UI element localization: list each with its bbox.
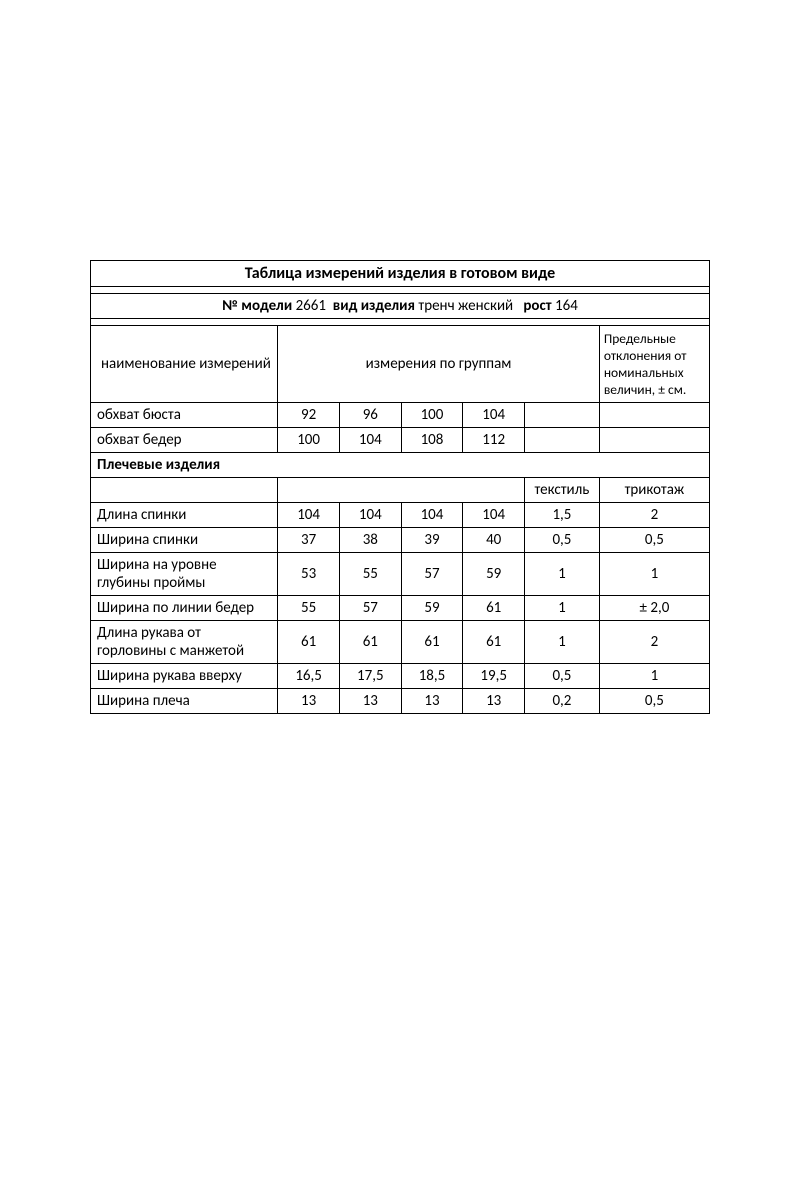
cell: 13	[278, 689, 340, 714]
table-row: Ширина по линии бедер 55 57 59 61 1 ± 2,…	[91, 596, 710, 621]
cell: 61	[278, 621, 340, 664]
cell: 100	[278, 428, 340, 453]
table-row: обхват бедер 100 104 108 112	[91, 428, 710, 453]
subheader-knit: трикотаж	[599, 478, 709, 503]
cell: 1	[525, 621, 600, 664]
cell: 18,5	[401, 664, 463, 689]
cell: 57	[401, 553, 463, 596]
row-label: Длина спинки	[91, 503, 278, 528]
row-label: Ширина на уровне глубины проймы	[91, 553, 278, 596]
cell: 0,5	[599, 689, 709, 714]
cell: 39	[401, 528, 463, 553]
cell: 0,2	[525, 689, 600, 714]
row-label: Ширина рукава вверху	[91, 664, 278, 689]
empty-cell	[278, 478, 525, 503]
cell: 0,5	[599, 528, 709, 553]
cell: 0,5	[525, 664, 600, 689]
cell: 96	[339, 403, 401, 428]
cell: 112	[463, 428, 525, 453]
cell: 1	[599, 553, 709, 596]
cell: 61	[463, 596, 525, 621]
cell	[599, 403, 709, 428]
spacer-row	[91, 319, 710, 326]
cell: 16,5	[278, 664, 340, 689]
row-label: Ширина плеча	[91, 689, 278, 714]
cell: 92	[278, 403, 340, 428]
cell: 61	[463, 621, 525, 664]
cell: 1	[599, 664, 709, 689]
height-label: рост	[523, 297, 551, 315]
cell: 13	[463, 689, 525, 714]
cell: 104	[339, 428, 401, 453]
cell: 61	[401, 621, 463, 664]
cell	[525, 403, 600, 428]
header-row: наименование измерений измерения по груп…	[91, 326, 710, 403]
cell: 37	[278, 528, 340, 553]
cell: 1	[525, 553, 600, 596]
cell	[599, 428, 709, 453]
info-cell: № модели 2661 вид изделия тренч женский …	[91, 294, 710, 319]
header-groups: измерения по группам	[278, 326, 600, 403]
cell: 108	[401, 428, 463, 453]
info-row: № модели 2661 вид изделия тренч женский …	[91, 294, 710, 319]
table-title: Таблица измерений изделия в готовом виде	[91, 261, 710, 287]
measurements-table: Таблица измерений изделия в готовом виде…	[90, 260, 710, 714]
cell	[525, 428, 600, 453]
cell: ± 2,0	[599, 596, 709, 621]
cell: 1	[525, 596, 600, 621]
cell: 13	[401, 689, 463, 714]
cell: 1,5	[525, 503, 600, 528]
cell: 2	[599, 503, 709, 528]
table-row: Ширина рукава вверху 16,5 17,5 18,5 19,5…	[91, 664, 710, 689]
table-row: Ширина плеча 13 13 13 13 0,2 0,5	[91, 689, 710, 714]
table-row: обхват бюста 92 96 100 104	[91, 403, 710, 428]
spacer-row	[91, 287, 710, 294]
type-label: вид изделия	[333, 297, 415, 315]
cell: 104	[463, 503, 525, 528]
cell: 13	[339, 689, 401, 714]
empty-cell	[91, 478, 278, 503]
table-row: Ширина на уровне глубины проймы 53 55 57…	[91, 553, 710, 596]
model-value: 2661	[296, 297, 326, 315]
cell: 104	[339, 503, 401, 528]
cell: 55	[339, 553, 401, 596]
header-deviation: Предельные отклонения от номинальных вел…	[599, 326, 709, 403]
cell: 40	[463, 528, 525, 553]
table-row: Ширина спинки 37 38 39 40 0,5 0,5	[91, 528, 710, 553]
subheader-textile: текстиль	[525, 478, 600, 503]
cell: 104	[463, 403, 525, 428]
cell: 59	[401, 596, 463, 621]
title-row: Таблица измерений изделия в готовом виде	[91, 261, 710, 287]
table-row: Длина спинки 104 104 104 104 1,5 2	[91, 503, 710, 528]
cell: 0,5	[525, 528, 600, 553]
row-label: Ширина по линии бедер	[91, 596, 278, 621]
cell: 17,5	[339, 664, 401, 689]
cell: 55	[278, 596, 340, 621]
cell: 104	[401, 503, 463, 528]
section-label: Плечевые изделия	[91, 453, 710, 478]
cell: 2	[599, 621, 709, 664]
row-label: Длина рукава от горловины с манжетой	[91, 621, 278, 664]
cell: 57	[339, 596, 401, 621]
model-label: № модели	[222, 297, 292, 315]
type-value: тренч женский	[418, 297, 513, 315]
cell: 53	[278, 553, 340, 596]
cell: 61	[339, 621, 401, 664]
cell: 104	[278, 503, 340, 528]
subheader-row: текстиль трикотаж	[91, 478, 710, 503]
cell: 38	[339, 528, 401, 553]
row-label: обхват бедер	[91, 428, 278, 453]
table-row: Длина рукава от горловины с манжетой 61 …	[91, 621, 710, 664]
row-label: обхват бюста	[91, 403, 278, 428]
cell: 19,5	[463, 664, 525, 689]
section-row: Плечевые изделия	[91, 453, 710, 478]
cell: 59	[463, 553, 525, 596]
row-label: Ширина спинки	[91, 528, 278, 553]
cell: 100	[401, 403, 463, 428]
header-name: наименование измерений	[91, 326, 278, 403]
height-value: 164	[555, 297, 578, 315]
